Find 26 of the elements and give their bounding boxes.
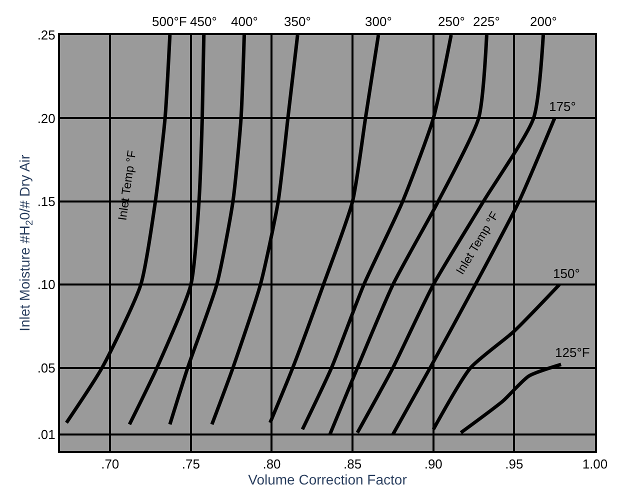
x-tick-label: .95 [505,456,524,472]
x-axis-title: Volume Correction Factor [248,472,408,488]
x-tick-label: .80 [262,456,281,472]
y-tick-label: .15 [37,194,56,209]
y-tick-label: .05 [37,360,56,376]
series-label: 450° [190,14,217,29]
annotation: Inlet Temp °F [115,149,139,222]
series-label: 400° [231,14,258,29]
series-label: 500°F [152,14,187,29]
x-tick-label: .75 [182,456,200,472]
series-label: 250° [438,14,465,29]
series-label: 300° [365,14,392,29]
y-tick-label: .01 [37,426,56,442]
series-label: 200° [530,14,557,29]
series-label: 125°F [555,345,590,360]
x-tick-label: .70 [101,456,120,472]
x-tick-label: .90 [424,456,442,472]
y-tick-label: .25 [37,28,56,43]
series-label: 225° [473,14,500,29]
x-tick-label: 1.00 [582,456,608,472]
series-label: 150° [553,266,580,281]
y-tick-label: .10 [37,277,56,292]
x-tick-label: .85 [344,456,362,472]
series-label: 350° [284,14,311,29]
y-tick-label: .20 [37,110,56,126]
series-label: 175° [549,99,576,114]
